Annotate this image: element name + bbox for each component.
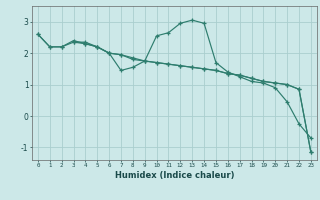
X-axis label: Humidex (Indice chaleur): Humidex (Indice chaleur): [115, 171, 234, 180]
